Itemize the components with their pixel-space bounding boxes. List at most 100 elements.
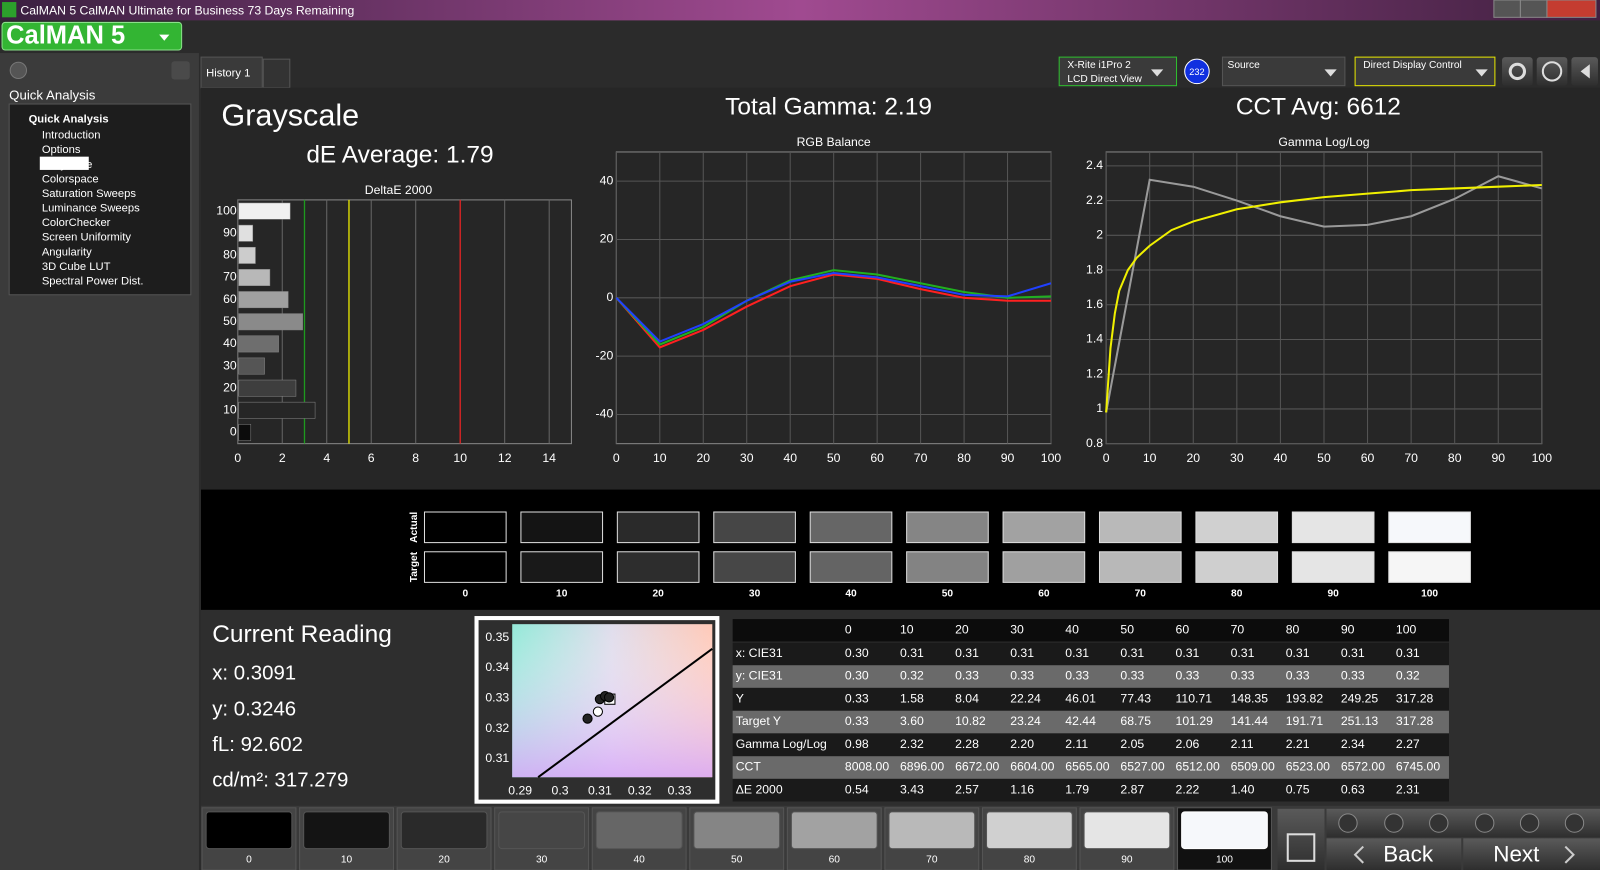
x-tick-label: 0.33 xyxy=(668,784,692,798)
table-header: 50 xyxy=(1120,623,1134,637)
tree-item[interactable]: Options xyxy=(42,144,81,156)
minimize-button[interactable] xyxy=(1493,0,1521,18)
tree-item[interactable]: Saturation Sweeps xyxy=(42,188,137,200)
next-button[interactable] xyxy=(1463,838,1600,870)
y-tick-label: 40 xyxy=(223,336,237,350)
target-swatch xyxy=(713,551,796,583)
x-tick-label: 0.29 xyxy=(508,784,532,798)
x-tick-label: 0.31 xyxy=(588,784,612,798)
tree-item[interactable]: Spectral Power Dist. xyxy=(42,275,144,287)
y-tick-label: 0 xyxy=(606,290,613,304)
actual-swatch xyxy=(616,511,700,544)
close-button[interactable] xyxy=(1546,0,1597,18)
loop-button[interactable] xyxy=(1475,813,1495,833)
help-button[interactable] xyxy=(1536,57,1568,86)
table-header-row xyxy=(732,619,1449,642)
x-tick-label: 30 xyxy=(1230,451,1244,465)
play-button[interactable] xyxy=(1384,813,1404,833)
bar xyxy=(238,335,279,353)
table-cell: 1.79 xyxy=(1065,782,1089,796)
tree-item[interactable]: Colorspace xyxy=(42,173,99,185)
window-controls[interactable] xyxy=(1493,0,1597,18)
x-tick-label: 30 xyxy=(740,451,754,465)
table-cell: 0.31 xyxy=(1341,646,1365,660)
add-tab[interactable] xyxy=(262,58,291,89)
back-chevron xyxy=(1353,845,1364,864)
logo-button[interactable] xyxy=(1,21,183,51)
refresh-button[interactable] xyxy=(1519,813,1540,833)
target-swatch xyxy=(906,551,989,583)
x-tick-label: 12 xyxy=(498,451,512,465)
table-cell: 77.43 xyxy=(1120,692,1151,706)
tree-item[interactable]: Grayscale xyxy=(42,159,93,171)
table-cell: 6572.00 xyxy=(1341,760,1385,774)
tree-item[interactable]: ColorChecker xyxy=(42,217,111,229)
tree-item[interactable]: Angularity xyxy=(42,246,92,258)
patch-label: 80 xyxy=(1024,854,1036,865)
x-tick-label: 40 xyxy=(783,451,797,465)
table-cell: 42.44 xyxy=(1065,714,1096,728)
table-cell: 317.28 xyxy=(1396,692,1434,706)
target-swatch xyxy=(1098,551,1182,583)
stop-icon xyxy=(1286,833,1316,862)
source-select[interactable] xyxy=(1221,56,1346,87)
y-tick-label: 0.33 xyxy=(485,690,509,704)
cct-average: CCT Avg: 6612 xyxy=(1236,94,1401,121)
table-cell: 2.20 xyxy=(1010,737,1034,751)
patch-color xyxy=(693,811,781,850)
x-tick-label: 10 xyxy=(653,451,667,465)
table-cell: 0.33 xyxy=(1286,669,1310,683)
table-cell: 10.82 xyxy=(955,714,986,728)
table-cell: Gamma Log/Log xyxy=(736,737,827,751)
sidebar-heading: Quick Analysis xyxy=(9,87,96,102)
y-tick-label: 2.4 xyxy=(1086,158,1103,172)
patch-color xyxy=(888,811,976,850)
series-line xyxy=(615,271,1052,343)
actual-swatch xyxy=(906,511,989,544)
table-cell: 6509.00 xyxy=(1231,760,1275,774)
table-cell: 0.33 xyxy=(845,714,869,728)
x-tick-label: 60 xyxy=(1361,451,1375,465)
reading-point xyxy=(592,706,604,717)
y-tick-label: 70 xyxy=(223,270,237,284)
tree-group[interactable]: Quick Analysis xyxy=(29,113,109,125)
maximize-button[interactable] xyxy=(1519,0,1548,18)
actual-swatch xyxy=(520,511,604,544)
display-select[interactable] xyxy=(1354,56,1496,87)
y-tick-label: 2.2 xyxy=(1086,193,1103,207)
stop-button[interactable] xyxy=(1338,813,1358,833)
table-cell: 8008.00 xyxy=(845,760,889,774)
y-tick-label: 100 xyxy=(216,203,237,217)
table-cell: 0.30 xyxy=(845,669,869,683)
swatch-label: 30 xyxy=(749,588,761,599)
meter-badge[interactable] xyxy=(1184,58,1210,85)
tree-item[interactable]: 3D Cube LUT xyxy=(42,261,111,273)
y-tick-label: 1 xyxy=(1096,401,1103,415)
settings-button[interactable] xyxy=(1502,57,1533,86)
source-label: Source xyxy=(1228,60,1261,71)
transport-bar xyxy=(1326,808,1600,838)
actual-swatch xyxy=(1098,511,1182,544)
table-cell: 101.29 xyxy=(1176,714,1214,728)
tree-item[interactable]: Luminance Sweeps xyxy=(42,203,140,215)
tree-item[interactable]: Screen Uniformity xyxy=(42,232,132,244)
sidebar-pin[interactable] xyxy=(9,61,28,80)
y-tick-label: 50 xyxy=(223,314,237,328)
back-button[interactable] xyxy=(1326,838,1462,870)
meter-select[interactable] xyxy=(1058,56,1178,87)
check-button[interactable] xyxy=(1564,813,1585,833)
x-tick-label: 50 xyxy=(1317,451,1331,465)
reading-line: cd/m²: 317.279 xyxy=(212,770,348,792)
sidebar-collapse[interactable] xyxy=(171,61,190,80)
y-tick-label: 20 xyxy=(223,380,237,394)
toolbar: X-Rite i1Pro 2 LCD Direct View 232 Sourc… xyxy=(1058,56,1598,87)
meter-mode: LCD Direct View xyxy=(1067,74,1142,85)
patch-label: 20 xyxy=(438,854,450,865)
y-tick-label: 1.8 xyxy=(1086,262,1103,276)
x-tick-label: 50 xyxy=(827,451,841,465)
table-cell: 0.33 xyxy=(1341,669,1365,683)
step-button[interactable] xyxy=(1429,813,1449,833)
tree-item[interactable]: Introduction xyxy=(42,130,101,142)
locus-line xyxy=(537,647,713,779)
table-cell: 3.43 xyxy=(900,782,924,796)
